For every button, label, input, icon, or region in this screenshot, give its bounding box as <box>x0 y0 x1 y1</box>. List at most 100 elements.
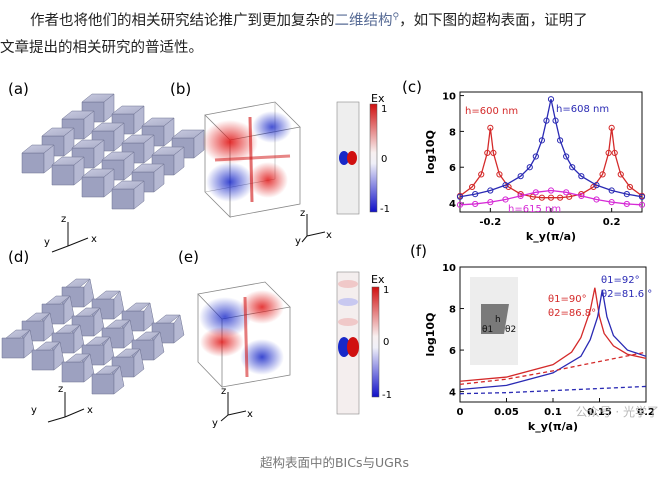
intro-text: 作者也将他们的相关研究结论推广到更加复杂的 <box>30 12 335 29</box>
x-tick-label: 0.1 <box>544 407 562 418</box>
data-point <box>599 171 606 178</box>
data-point <box>611 149 618 156</box>
data-point <box>563 189 570 196</box>
svg-text:y: y <box>44 237 50 248</box>
data-point <box>538 194 546 201</box>
data-point <box>469 183 476 191</box>
axis-triad-d: z y x <box>31 384 93 423</box>
cube-array-a <box>21 93 205 210</box>
data-point <box>517 173 524 180</box>
series-line <box>459 127 643 199</box>
intro-line-2: 文章提出的相关研究的普适性。 <box>0 39 203 56</box>
svg-text:x: x <box>247 409 253 420</box>
block-front <box>31 349 55 371</box>
keyword-link[interactable]: 二维结构 <box>334 12 393 29</box>
data-point <box>608 199 615 206</box>
data-point <box>638 193 646 200</box>
x-tick-label: 0.15 <box>587 407 612 418</box>
data-point <box>557 194 564 201</box>
block-front <box>91 373 115 395</box>
series-line <box>459 99 643 198</box>
block-side <box>113 365 125 395</box>
y-axis-label: log10Q <box>424 313 437 357</box>
annotation: θ1=90° <box>548 294 587 305</box>
data-point <box>547 96 555 103</box>
chart-c: -0.2 0 0.2 4 6 8 10 k_y(π/a) log10Q h=600 nm h=608… <box>424 91 646 243</box>
x-tick-label: 0.2 <box>637 407 655 418</box>
panel-label-e: (e) <box>178 248 199 266</box>
data-point <box>608 124 615 131</box>
panel-label-a: (a) <box>8 80 29 98</box>
data-point <box>593 196 600 203</box>
inset-label: h <box>495 315 501 325</box>
y-tick-label: 8 <box>449 305 456 316</box>
data-point <box>490 149 497 156</box>
y-tick-label: 6 <box>449 163 456 174</box>
colorbar-e-title: Ex <box>371 273 385 286</box>
inset-label: θ2 <box>505 325 516 335</box>
field-strip-e <box>336 271 380 415</box>
y-tick-label: 6 <box>449 346 456 357</box>
data-point <box>505 183 512 191</box>
svg-text:z: z <box>221 386 226 397</box>
x-axis-label: k_y(π/a) <box>528 420 578 433</box>
data-point <box>590 183 597 191</box>
svg-text:x: x <box>326 230 332 241</box>
chart-f: 0 0.05 0.1 0.15 0.2 4 6 8 10 k_y(π/a) log10Q hθ1 θ2 θ… <box>424 263 655 433</box>
axis-triad-e: z y x <box>212 386 253 429</box>
colorbar-b-min: -1 <box>380 204 390 215</box>
data-point <box>526 164 533 171</box>
field-box-b <box>202 101 301 218</box>
data-point <box>472 190 479 198</box>
block-side <box>153 331 165 361</box>
x-tick-label: 0 <box>457 407 464 418</box>
series-line <box>459 287 647 382</box>
svg-text:x: x <box>91 234 97 245</box>
trapezoid-array-d <box>1 278 185 395</box>
block-front <box>21 152 45 174</box>
series-line <box>459 289 647 391</box>
colorbar-e-min: -1 <box>382 390 392 401</box>
search-icon[interactable]: ⚲ <box>392 12 400 22</box>
figure: Ex 1 0 -1 Ex 1 0 -1 <box>0 72 669 444</box>
figure-svg: Ex 1 0 -1 Ex 1 0 -1 <box>1 78 655 433</box>
svg-text:z: z <box>61 214 66 225</box>
svg-text:z: z <box>300 208 305 219</box>
data-point <box>578 190 585 198</box>
axis-triad-b: z y x <box>295 208 332 247</box>
data-point <box>543 117 550 124</box>
panel-label-b: (b) <box>170 80 191 98</box>
data-point <box>626 183 633 191</box>
data-point <box>517 192 524 199</box>
legend-label: h=615 nm <box>508 204 561 215</box>
data-point <box>593 182 600 189</box>
data-point <box>456 201 464 208</box>
data-point <box>578 173 585 180</box>
inset-shape <box>481 304 509 334</box>
data-point <box>496 171 503 178</box>
block-front <box>81 176 105 198</box>
series-line <box>459 189 643 206</box>
series-line <box>459 351 647 385</box>
colorbar-b-mid: 0 <box>381 154 387 165</box>
data-point <box>484 149 491 156</box>
y-tick-label: 4 <box>449 199 456 210</box>
data-point <box>472 200 479 208</box>
series-line <box>459 385 647 395</box>
intro-paragraph: 作者也将他们的相关研究结论推广到更加复杂的二维结构⚲，如下图的超构表面，证明了 … <box>0 4 669 62</box>
annotation: θ2=86.8° <box>548 308 596 319</box>
x-tick-label: 0.2 <box>603 217 621 228</box>
data-point <box>502 182 509 189</box>
block-front <box>111 188 135 210</box>
block-side <box>133 180 145 210</box>
legend-label: h=608 nm <box>556 104 609 115</box>
data-point <box>547 194 555 201</box>
data-point <box>532 153 539 160</box>
panel-label-d: (d) <box>8 248 29 266</box>
svg-text:z: z <box>58 384 63 395</box>
field-strip-b <box>336 101 378 215</box>
x-tick-label: -0.2 <box>479 217 501 228</box>
data-point <box>532 189 539 196</box>
y-tick-label: 8 <box>449 127 456 138</box>
block-front <box>61 361 85 383</box>
